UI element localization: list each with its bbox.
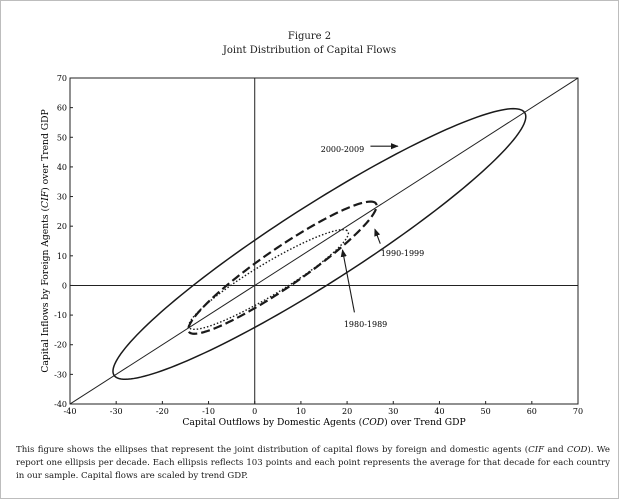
x-tick-label: -10	[202, 407, 215, 416]
x-tick-label: 50	[481, 407, 491, 416]
annotation-label-1990-1999: 1990-1999	[381, 249, 424, 258]
y-tick-label: 40	[57, 163, 67, 172]
annotation-arrow-1980-1989	[340, 249, 355, 313]
figure-number: Figure 2	[287, 31, 332, 42]
annotations: 2000-2009 1990-1999 1980-1989	[321, 143, 424, 329]
y-tick-label: 20	[57, 222, 67, 231]
annotation-label-2000-2009: 2000-2009	[321, 145, 364, 154]
y-tick-label: 50	[57, 133, 67, 142]
reference-lines	[70, 78, 578, 404]
x-axis-ticks: -40 -30 -20 -10 0 10 20 30 40 50 60 70	[64, 401, 583, 416]
y-axis-ticks: -40 -30 -20 -10 0 10 20 30 40 50 60 70	[54, 74, 73, 409]
x-tick-label: 60	[527, 407, 537, 416]
y-tick-label: -10	[54, 311, 67, 320]
annotation-arrow-1990-1999	[374, 228, 381, 244]
x-tick-label: 30	[388, 407, 398, 416]
ellipses	[112, 107, 527, 381]
y-tick-label: 0	[62, 281, 67, 290]
annotation-label-1980-1989: 1980-1989	[344, 320, 387, 329]
x-tick-label: 70	[573, 407, 583, 416]
y-tick-label: -40	[54, 400, 67, 409]
figure-title: Joint Distribution of Capital Flows	[222, 45, 397, 56]
x-tick-label: -20	[156, 407, 169, 416]
y-tick-label: -20	[54, 341, 67, 350]
x-tick-label: -40	[64, 407, 77, 416]
y-tick-label: 10	[57, 252, 67, 261]
x-tick-label: 10	[296, 407, 306, 416]
y-axis-label: Capital Inflows by Foreign Agents (CIF) …	[40, 109, 51, 372]
figure-caption: This figure shows the ellipses that repr…	[16, 445, 610, 481]
y-tick-label: 70	[57, 74, 67, 83]
y-tick-label: 30	[57, 193, 67, 202]
y-tick-label: -30	[54, 370, 67, 379]
plot-frame	[69, 77, 579, 405]
diagonal-45-line	[70, 78, 578, 404]
x-tick-label: 0	[252, 407, 257, 416]
ellipse-2000-2009	[112, 107, 527, 381]
ellipse-1980-1989	[188, 229, 350, 331]
x-tick-label: -30	[110, 407, 123, 416]
y-tick-label: 60	[57, 104, 67, 113]
ellipse-1990-1999	[187, 200, 378, 335]
x-axis-label: Capital Outflows by Domestic Agents (COD…	[182, 417, 465, 428]
x-tick-label: 40	[434, 407, 444, 416]
x-tick-label: 20	[342, 407, 352, 416]
